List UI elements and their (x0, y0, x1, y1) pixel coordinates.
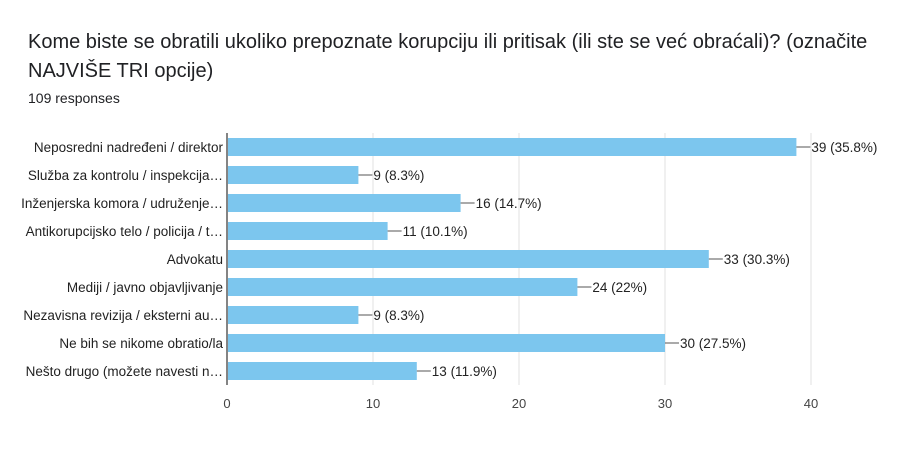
category-label: Služba za kontrolu / inspekcija… (28, 168, 223, 183)
bar (228, 138, 797, 156)
data-label: 11 (10.1%) (403, 224, 468, 239)
data-label: 39 (35.8%) (811, 140, 877, 155)
category-label: Ne bih se nikome obratio/la (59, 336, 223, 351)
bar (228, 250, 709, 268)
category-label: Mediji / javno objavljivanje (67, 280, 223, 295)
question-title: Kome biste se obratili ukoliko prepoznat… (28, 31, 868, 82)
bar (228, 278, 578, 296)
data-label: 33 (30.3%) (724, 252, 790, 267)
x-tick-label: 40 (804, 396, 818, 411)
data-label: 13 (11.9%) (432, 364, 497, 379)
x-tick-label: 20 (512, 396, 526, 411)
category-label: Nezavisna revizija / eksterni au… (23, 308, 223, 323)
category-label: Neposredni nadređeni / direktor (34, 140, 224, 155)
data-label: 16 (14.7%) (476, 196, 542, 211)
bar (228, 306, 359, 324)
bar (228, 334, 665, 352)
bar (228, 166, 359, 184)
bar (228, 362, 417, 380)
response-count: 109 responses (28, 90, 120, 106)
category-label: Inženjerska komora / udruženje… (21, 196, 223, 211)
data-label: 9 (8.3%) (373, 308, 424, 323)
x-tick-label: 30 (658, 396, 672, 411)
bar (228, 194, 461, 212)
bar (228, 222, 388, 240)
data-label: 30 (27.5%) (680, 336, 746, 351)
category-label: Advokatu (167, 252, 223, 267)
category-label: Nešto drugo (možete navesti n… (26, 364, 223, 379)
data-label: 9 (8.3%) (373, 168, 424, 183)
x-tick-label: 10 (366, 396, 380, 411)
data-label: 24 (22%) (592, 280, 647, 295)
x-tick-label: 0 (223, 396, 230, 411)
category-label: Antikorupcijsko telo / policija / t… (26, 224, 223, 239)
